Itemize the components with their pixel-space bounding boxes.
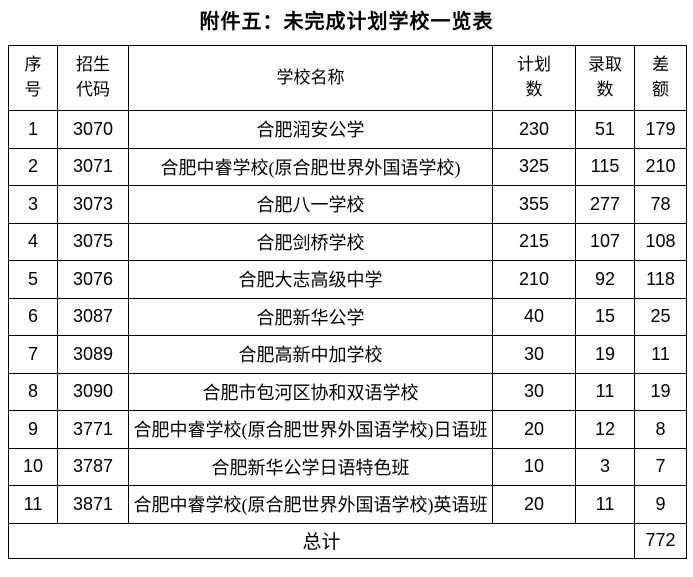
cell-serial-number: 10 [8,447,58,486]
cell-difference: 25 [634,297,687,336]
cell-enrollment-code: 3073 [57,185,129,224]
cell-admitted-count: 3 [575,447,635,486]
cell-difference: 9 [634,485,687,524]
cell-serial-number: 2 [8,147,58,186]
page-title: 附件五：未完成计划学校一览表 [199,11,494,33]
cell-planned-count: 210 [492,260,576,299]
cell-difference: 210 [634,147,687,186]
cell-admitted-count: 277 [575,185,635,224]
cell-serial-number: 5 [8,260,58,299]
cell-enrollment-code: 3871 [57,485,129,524]
cell-planned-count: 325 [492,147,576,186]
table-row: 10 3787 合肥新华公学日语特色班 10 3 7 [8,447,687,486]
total-label-cell: 总计 [8,522,635,559]
header-serial-number: 序 号 [8,45,58,111]
cell-school-name: 合肥剑桥学校 [128,222,493,261]
cell-school-name: 合肥新华公学日语特色班 [128,447,493,486]
cell-school-name: 合肥市包河区协和双语学校 [128,372,493,411]
header-school-name: 学校名称 [128,45,493,111]
cell-difference: 19 [634,372,687,411]
cell-difference: 108 [634,222,687,261]
header-planned-count: 计划 数 [492,45,576,111]
cell-serial-number: 9 [8,410,58,449]
cell-admitted-count: 107 [575,222,635,261]
table-row: 1 3070 合肥润安公学 230 51 179 [8,110,687,149]
cell-difference: 78 [634,185,687,224]
header-difference: 差 额 [634,45,687,111]
cell-serial-number: 3 [8,185,58,224]
cell-enrollment-code: 3075 [57,222,129,261]
cell-difference: 8 [634,410,687,449]
table-row: 8 3090 合肥市包河区协和双语学校 30 11 19 [8,372,687,411]
cell-planned-count: 40 [492,297,576,336]
cell-school-name: 合肥大志高级中学 [128,260,493,299]
cell-enrollment-code: 3087 [57,297,129,336]
table-row: 5 3076 合肥大志高级中学 210 92 118 [8,260,687,299]
cell-serial-number: 4 [8,222,58,261]
cell-school-name: 合肥中睿学校(原合肥世界外国语学校)日语班 [128,410,493,449]
table-total-row: 总计 772 [8,522,687,559]
cell-enrollment-code: 3089 [57,335,129,374]
cell-difference: 11 [634,335,687,374]
cell-admitted-count: 92 [575,260,635,299]
cell-enrollment-code: 3076 [57,260,129,299]
cell-serial-number: 1 [8,110,58,149]
cell-admitted-count: 15 [575,297,635,336]
cell-planned-count: 30 [492,372,576,411]
cell-planned-count: 215 [492,222,576,261]
cell-serial-number: 8 [8,372,58,411]
cell-enrollment-code: 3090 [57,372,129,411]
header-admitted-count: 录取 数 [575,45,635,111]
table-row: 2 3071 合肥中睿学校(原合肥世界外国语学校) 325 115 210 [8,147,687,186]
table-row: 3 3073 合肥八一学校 355 277 78 [8,185,687,224]
cell-difference: 118 [634,260,687,299]
cell-planned-count: 230 [492,110,576,149]
cell-admitted-count: 19 [575,335,635,374]
cell-serial-number: 7 [8,335,58,374]
cell-planned-count: 355 [492,185,576,224]
cell-planned-count: 20 [492,410,576,449]
table-row: 4 3075 合肥剑桥学校 215 107 108 [8,222,687,261]
cell-planned-count: 10 [492,447,576,486]
cell-admitted-count: 51 [575,110,635,149]
cell-planned-count: 30 [492,335,576,374]
cell-enrollment-code: 3071 [57,147,129,186]
cell-enrollment-code: 3771 [57,410,129,449]
cell-planned-count: 20 [492,485,576,524]
cell-serial-number: 6 [8,297,58,336]
table-row: 9 3771 合肥中睿学校(原合肥世界外国语学校)日语班 20 12 8 [8,410,687,449]
cell-school-name: 合肥中睿学校(原合肥世界外国语学校)英语班 [128,485,493,524]
unfinished-plan-schools-table: 序 号 招生 代码 学校名称 计划 数 录取 数 差 额 1 3070 合肥润安… [8,45,687,559]
cell-school-name: 合肥润安公学 [128,110,493,149]
cell-enrollment-code: 3070 [57,110,129,149]
total-value-cell: 772 [634,522,687,559]
table-row: 11 3871 合肥中睿学校(原合肥世界外国语学校)英语班 20 11 9 [8,485,687,524]
cell-difference: 179 [634,110,687,149]
cell-serial-number: 11 [8,485,58,524]
cell-admitted-count: 115 [575,147,635,186]
cell-difference: 7 [634,447,687,486]
cell-school-name: 合肥八一学校 [128,185,493,224]
cell-enrollment-code: 3787 [57,447,129,486]
cell-school-name: 合肥新华公学 [128,297,493,336]
cell-admitted-count: 11 [575,485,635,524]
cell-school-name: 合肥高新中加学校 [128,335,493,374]
table-header-row: 序 号 招生 代码 学校名称 计划 数 录取 数 差 额 [8,45,687,111]
header-enrollment-code: 招生 代码 [57,45,129,111]
cell-admitted-count: 11 [575,372,635,411]
cell-school-name: 合肥中睿学校(原合肥世界外国语学校) [128,147,493,186]
table-row: 7 3089 合肥高新中加学校 30 19 11 [8,335,687,374]
table-row: 6 3087 合肥新华公学 40 15 25 [8,297,687,336]
cell-admitted-count: 12 [575,410,635,449]
